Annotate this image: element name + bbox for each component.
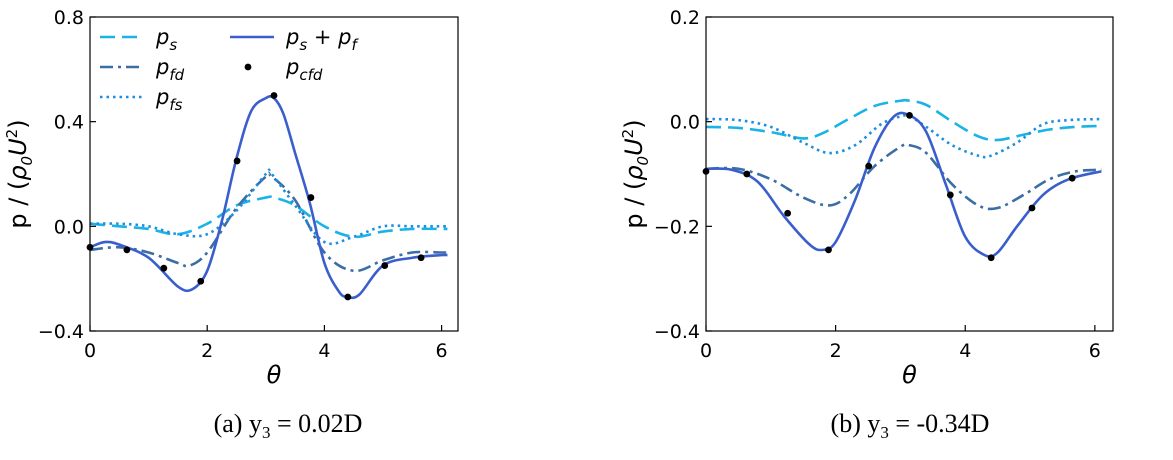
x-tick-label: 4 [318,340,330,362]
series-p-cfd-markers [702,111,1076,262]
cfd-point [233,157,241,165]
series-p-fs-line [90,168,448,246]
x-tick-label: 2 [830,340,842,362]
cfd-point [784,209,792,217]
cfd-point [417,254,425,262]
cfd-point [743,170,751,178]
series-p-fs-line [706,113,1102,159]
plot-frame [89,16,459,332]
series-p-cfd-markers [86,92,425,301]
legend-item: ps [100,25,177,54]
cfd-point [123,246,131,254]
chart-panel-a: 0 2 4 6 −0.4 0.0 0.4 0.8 θ p / (ρ0U2) (a) y3 = 0.0… [3,7,459,442]
cfd-point [906,111,913,119]
legend-label: pcfd [285,55,323,84]
y-tick-label: 0.2 [670,7,700,29]
cfd-point [197,277,205,285]
series-p-s-line [90,195,448,239]
legend-label: ps + pf [285,25,359,54]
plot-frame [705,16,1114,332]
cfd-point [946,191,954,199]
legend-label: pfd [155,55,185,84]
panel-caption: (b) y3 = -0.34D [831,409,990,442]
cfd-point [987,254,995,262]
series-p-fd-line [90,171,448,273]
series-p-s-line [706,98,1102,142]
chart-panel-b: 0 2 4 6 −0.4 −0.2 0.0 0.2 θ p / (ρ0U2) (b) y3 = -0… [619,7,1114,442]
cfd-point [381,262,389,269]
x-axis-label: θ [902,361,917,389]
legend-item: pfs [100,85,183,114]
x-tick-label: 0 [700,340,712,362]
y-tick-label: 0.0 [670,112,700,134]
series-p-fd-line [706,143,1102,211]
y-axis-label: p / (ρ0U2) [619,119,652,228]
cfd-point [344,293,352,301]
legend-marker [244,63,252,71]
series-p-s-p-f-line [706,111,1102,258]
cfd-point [160,264,168,272]
y-tick-label: 0.0 [54,216,84,238]
cfd-point [270,92,278,99]
cfd-point [1028,204,1036,212]
cfd-point [825,246,832,254]
x-tick-label: 0 [84,340,96,362]
cfd-point [865,162,873,170]
panel-caption: (a) y3 = 0.02D [214,409,363,442]
x-tick-label: 6 [436,340,448,362]
legend-label: pfs [155,85,183,114]
y-tick-label: 0.8 [54,7,84,29]
legend-item: pfd [100,55,185,84]
x-tick-label: 6 [1089,340,1101,362]
y-tick-label: 0.4 [54,112,84,134]
y-tick-label: −0.2 [654,216,700,238]
x-tick-label: 4 [959,340,971,362]
x-axis-label: θ [267,361,282,389]
legend-label: ps [155,25,177,54]
y-axis-label: p / (ρ0U2) [3,119,36,228]
legend-item: ps + pf [230,25,359,54]
x-tick-label: 2 [201,340,213,362]
y-tick-label: −0.4 [38,321,84,343]
cfd-point [307,194,315,201]
y-tick-label: −0.4 [654,321,700,343]
legend-item: pcfd [244,55,323,84]
cfd-point [1068,174,1076,182]
